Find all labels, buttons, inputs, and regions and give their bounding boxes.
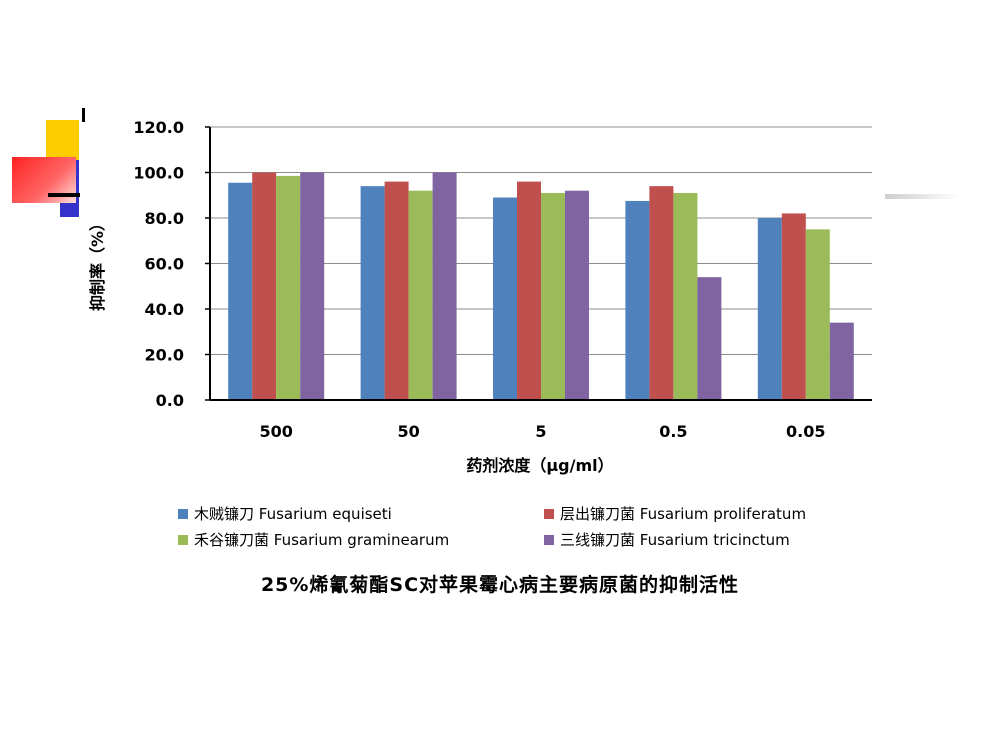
- bar: [541, 192, 565, 400]
- bar: [276, 175, 301, 400]
- bar: [228, 182, 253, 400]
- bar: [565, 190, 589, 400]
- legend-swatch: [178, 534, 188, 545]
- y-tick-label: 80.0: [145, 209, 184, 228]
- bars-group: [228, 172, 854, 400]
- bar: [805, 229, 830, 400]
- legend-item-tricinctum: 三线镰刀菌 Fusarium tricinctum: [544, 529, 790, 550]
- bar: [493, 197, 517, 400]
- y-tick-label: 120.0: [133, 118, 184, 137]
- y-tick-label: 0.0: [156, 391, 184, 410]
- tick-labels: 0.0 20.0 40.0 60.0 80.0 100.0 120.0 500 50 5 0.5 0.…: [133, 118, 825, 441]
- legend-item-proliferatum: 层出镰刀菌 Fusarium proliferatum: [544, 503, 806, 524]
- bar: [781, 213, 806, 400]
- bar: [757, 218, 782, 400]
- bar: [649, 186, 674, 400]
- bar: [697, 277, 722, 400]
- y-axis-label: 抑制率（%）: [88, 215, 107, 311]
- x-tick-label: 5: [535, 422, 546, 441]
- bar: [625, 200, 650, 400]
- deco-yellow-square: [46, 120, 79, 160]
- legend-swatch: [544, 508, 554, 519]
- bar: [252, 172, 277, 400]
- legend-swatch: [178, 508, 188, 519]
- y-tick-label: 100.0: [133, 164, 184, 183]
- x-tick-label: 50: [397, 422, 419, 441]
- legend-label: 木贼镰刀 Fusarium equiseti: [194, 505, 392, 523]
- legend-item-equiseti: 木贼镰刀 Fusarium equiseti: [178, 503, 392, 524]
- deco-black-line-vertical: [82, 108, 85, 122]
- legend-swatch: [544, 534, 554, 545]
- deco-gray-fade-line: [885, 194, 960, 199]
- legend-label: 层出镰刀菌 Fusarium proliferatum: [560, 505, 807, 523]
- x-tick-label: 0.5: [659, 422, 687, 441]
- x-axis-label: 药剂浓度（μg/ml）: [466, 456, 613, 475]
- legend-item-graminearum: 禾谷镰刀菌 Fusarium graminearum: [178, 529, 449, 550]
- bar: [517, 181, 541, 400]
- y-tick-label: 60.0: [145, 255, 184, 274]
- y-tick-label: 20.0: [145, 346, 184, 365]
- x-tick-label: 500: [259, 422, 292, 441]
- deco-black-line-horizontal: [48, 193, 80, 197]
- bar: [300, 172, 325, 400]
- bar: [432, 172, 457, 400]
- axes: [205, 126, 872, 401]
- legend-label: 禾谷镰刀菌 Fusarium graminearum: [194, 531, 450, 549]
- legend-label: 三线镰刀菌 Fusarium tricinctum: [560, 531, 790, 549]
- bar: [360, 186, 385, 400]
- y-tick-label: 40.0: [145, 300, 184, 319]
- x-tick-label: 0.05: [786, 422, 825, 441]
- bar: [408, 190, 433, 400]
- bar: [829, 322, 854, 400]
- bar: [384, 181, 409, 400]
- bar: [673, 192, 698, 400]
- chart-title: 25%烯氰菊酯SC对苹果霉心病主要病原菌的抑制活性: [260, 574, 740, 596]
